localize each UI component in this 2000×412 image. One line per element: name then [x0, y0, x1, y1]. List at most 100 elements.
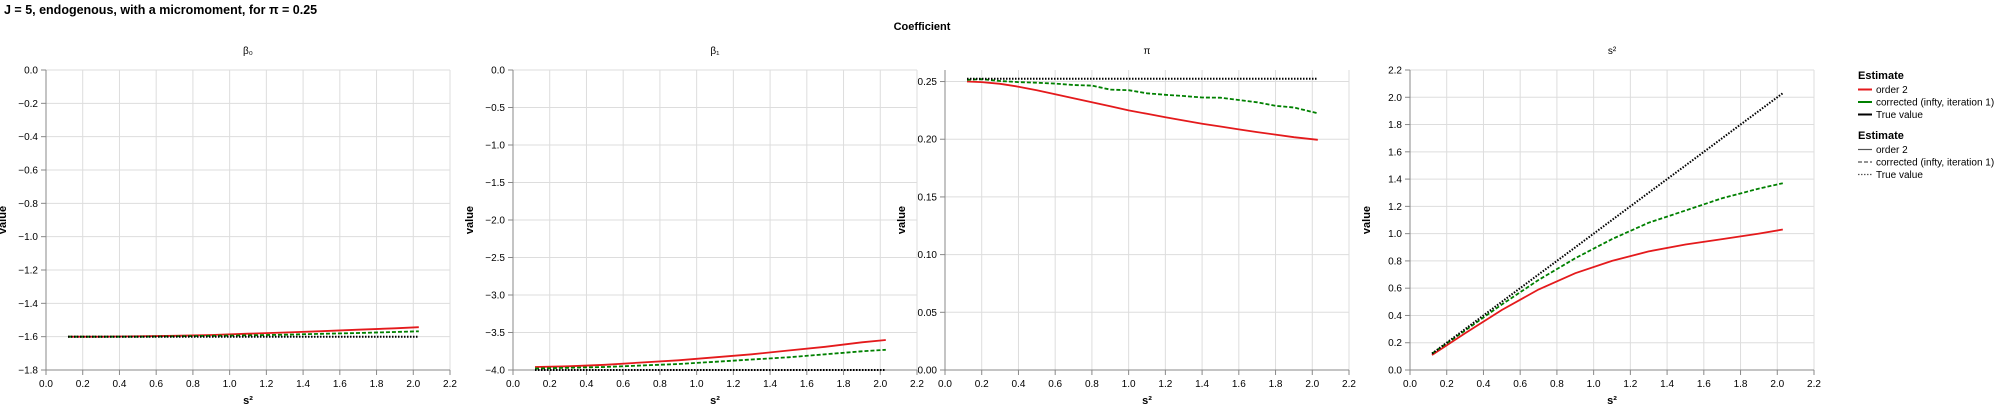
x-tick-label: 0.0 [39, 379, 53, 390]
y-tick-label: 0.8 [1388, 256, 1402, 267]
y-tick-label: 0.00 [918, 366, 938, 377]
x-tick-label: 0.0 [1403, 379, 1417, 390]
panel-title: β₀ [243, 46, 253, 57]
x-tick-label: 1.6 [800, 379, 814, 390]
x-tick-label: 0.4 [113, 379, 127, 390]
legend-label: corrected (infty, iteration 1) [1876, 158, 1994, 169]
x-tick-label: 1.6 [1697, 379, 1711, 390]
y-tick-label: −1.2 [18, 266, 38, 277]
legend-title-color: Estimate [1858, 70, 1904, 82]
x-tick-label: 0.2 [1440, 379, 1454, 390]
series-line-corrected [966, 78, 1319, 115]
series-line-corrected [1431, 182, 1783, 355]
x-tick-label: 2.2 [1807, 379, 1821, 390]
x-tick-label: 0.8 [1550, 379, 1564, 390]
y-tick-label: −2.5 [485, 253, 505, 264]
y-tick-label: 0.05 [918, 308, 938, 319]
y-tick-label: 0.0 [24, 66, 38, 77]
x-tick-label: 0.2 [975, 379, 989, 390]
panel-title: β₁ [710, 46, 720, 57]
x-axis-label: s² [1142, 395, 1152, 407]
x-tick-label: 1.8 [1734, 379, 1748, 390]
x-tick-label: 0.2 [76, 379, 90, 390]
panel-title: π [1144, 46, 1151, 57]
y-tick-label: 0.10 [918, 250, 938, 261]
x-tick-label: 0.2 [543, 379, 557, 390]
x-tick-label: 0.6 [149, 379, 163, 390]
x-tick-label: 1.8 [1269, 379, 1283, 390]
x-tick-label: 0.8 [1085, 379, 1099, 390]
legend-label: order 2 [1876, 85, 1908, 96]
x-tick-label: 0.4 [1012, 379, 1026, 390]
panel-title: s² [1608, 46, 1617, 57]
x-axis-label: s² [1607, 395, 1617, 407]
x-tick-label: 2.0 [406, 379, 420, 390]
y-tick-label: −1.8 [18, 366, 38, 377]
y-tick-label: −1.0 [18, 232, 38, 243]
y-tick-label: 2.0 [1388, 93, 1402, 104]
x-tick-label: 1.0 [1587, 379, 1601, 390]
panel-3: s² 0.0 0.2 0.4 0.6 0.8 1.0 1.2 1.4 1.6 1.8 2.0 2.2 2.… [1361, 46, 1821, 407]
x-tick-label: 1.8 [837, 379, 851, 390]
x-tick-label: 1.2 [1158, 379, 1172, 390]
series-line-corrected [534, 348, 886, 370]
x-tick-label: 0.6 [616, 379, 630, 390]
x-axis-label: s² [710, 395, 720, 407]
x-tick-label: 2.2 [910, 379, 924, 390]
y-tick-label: −0.2 [18, 99, 38, 110]
y-axis-label: value [0, 206, 9, 234]
x-tick-label: 1.4 [763, 379, 777, 390]
legend-title-dash: Estimate [1858, 130, 1904, 142]
y-tick-label: −1.4 [18, 299, 38, 310]
y-axis-label: value [1361, 206, 1373, 234]
legend-label: corrected (infty, iteration 1) [1876, 98, 1994, 109]
x-tick-label: 0.6 [1513, 379, 1527, 390]
y-tick-label: −4.0 [485, 366, 505, 377]
y-tick-label: 1.4 [1388, 175, 1402, 186]
x-tick-label: 2.2 [443, 379, 457, 390]
panel-1: β₁ 0.0 0.2 0.4 0.6 0.8 1.0 1.2 1.4 1.6 1.8 2.0 2.2 0.… [464, 46, 924, 407]
legend: Estimate order 2 corrected (infty, iterati… [1858, 70, 1994, 181]
x-tick-label: 1.0 [223, 379, 237, 390]
x-axis-label: s² [243, 395, 253, 407]
y-tick-label: −2.0 [485, 216, 505, 227]
x-tick-label: 1.4 [1660, 379, 1674, 390]
x-tick-label: 0.4 [580, 379, 594, 390]
legend-label: order 2 [1876, 145, 1908, 156]
x-tick-label: 1.4 [296, 379, 310, 390]
y-tick-label: 0.6 [1388, 284, 1402, 295]
x-tick-label: 1.2 [1623, 379, 1637, 390]
series-line-order2 [534, 339, 886, 368]
y-tick-label: 0.20 [918, 135, 938, 146]
y-tick-label: 0.25 [918, 77, 938, 88]
panel-2: π 0.0 0.2 0.4 0.6 0.8 1.0 1.2 1.4 1.6 1.8 2.0 2.2 0.2… [896, 46, 1356, 407]
y-tick-label: 1.8 [1388, 120, 1402, 131]
y-tick-label: 1.2 [1388, 202, 1402, 213]
x-tick-label: 0.0 [938, 379, 952, 390]
y-tick-label: 0.2 [1388, 338, 1402, 349]
y-tick-label: −0.6 [18, 166, 38, 177]
series-line-order2 [1431, 228, 1783, 356]
y-tick-label: −1.6 [18, 332, 38, 343]
series-line-true [1431, 92, 1784, 355]
series-line-order2 [966, 80, 1318, 141]
legend-label: True value [1876, 170, 1923, 181]
panel-0: β₀ 0.0 0.2 0.4 0.6 0.8 1.0 1.2 1.4 1.6 1.8 2.0 2.2 0.… [0, 46, 457, 407]
y-tick-label: −0.8 [18, 199, 38, 210]
y-tick-label: 0.0 [1388, 366, 1402, 377]
x-tick-label: 2.0 [1770, 379, 1784, 390]
x-tick-label: 0.8 [653, 379, 667, 390]
x-tick-label: 2.0 [873, 379, 887, 390]
y-tick-label: −3.5 [485, 328, 505, 339]
y-tick-label: −1.0 [485, 141, 505, 152]
y-tick-label: 0.4 [1388, 311, 1402, 322]
x-tick-label: 1.0 [1122, 379, 1136, 390]
x-tick-label: 2.0 [1305, 379, 1319, 390]
x-tick-label: 1.2 [259, 379, 273, 390]
y-tick-label: 2.2 [1388, 66, 1402, 77]
x-tick-label: 1.0 [690, 379, 704, 390]
y-tick-label: 0.0 [491, 66, 505, 77]
y-axis-label: value [464, 206, 476, 234]
y-tick-label: −0.5 [485, 103, 505, 114]
